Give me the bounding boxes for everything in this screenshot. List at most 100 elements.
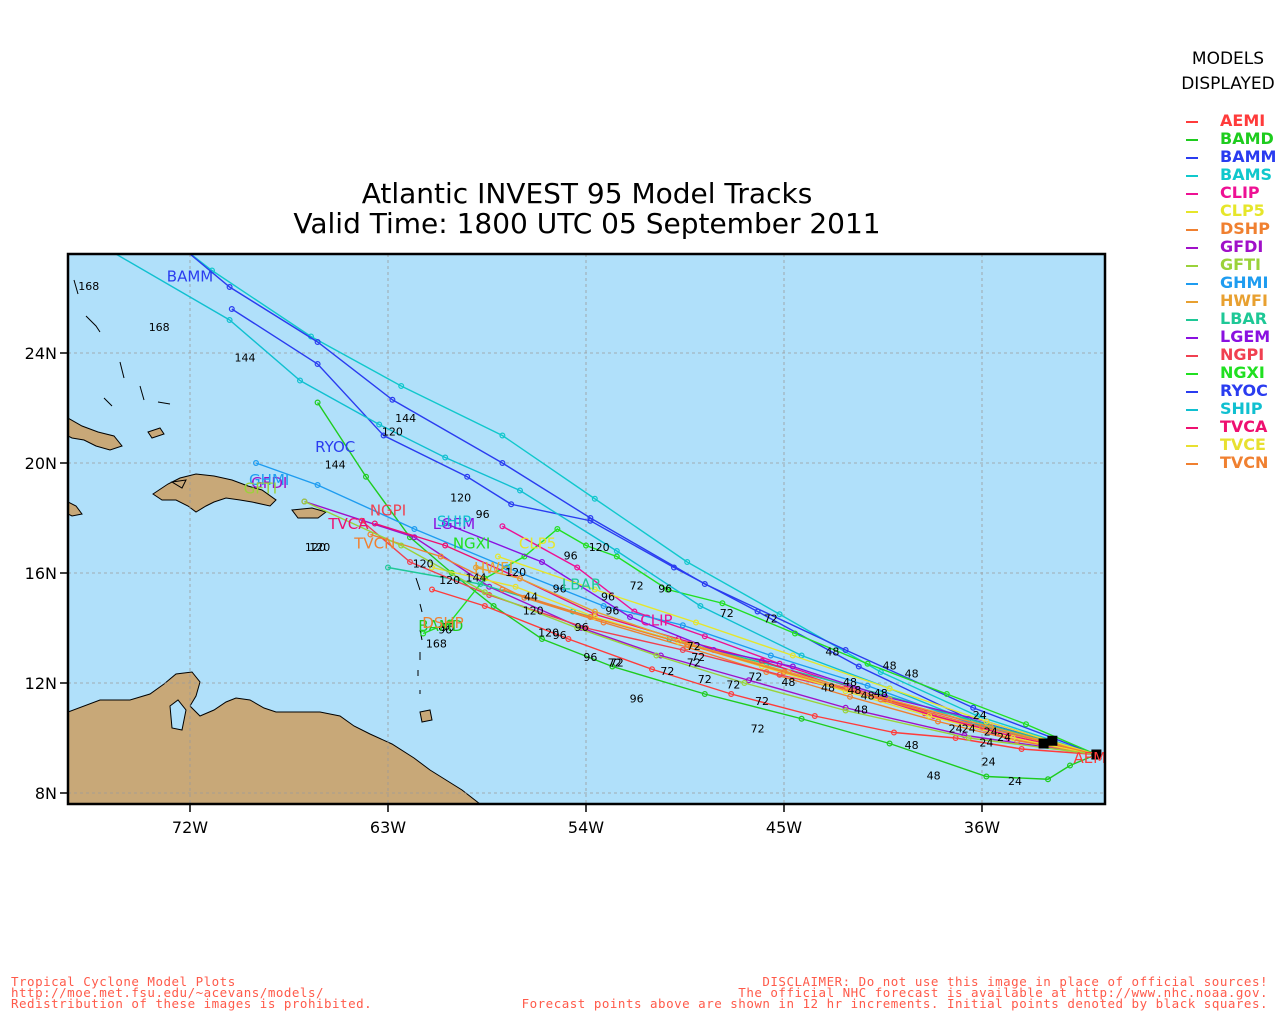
track-point-ship bbox=[516, 487, 523, 494]
footer-right-line-2: The official NHC forecast is available a… bbox=[738, 985, 1268, 1000]
y-tick-label: 16N bbox=[25, 564, 57, 583]
legend-item-ship: SHIP bbox=[1186, 400, 1263, 418]
track-point-ngpi bbox=[407, 558, 414, 565]
forecast-hour-label: 24 bbox=[1008, 775, 1022, 788]
track-point-aemi bbox=[890, 729, 897, 736]
legend-label: TVCA bbox=[1220, 417, 1268, 436]
footer-right: DISCLAIMER: Do not use this image in pla… bbox=[522, 975, 1268, 1010]
forecast-hour-label: 96 bbox=[553, 629, 567, 642]
maracaibo-lake bbox=[169, 699, 187, 731]
track-point-bamm bbox=[314, 339, 321, 346]
forecast-hour-label: 24 bbox=[982, 756, 996, 769]
track-point-ship bbox=[104, 246, 109, 251]
legend-label: GFDI bbox=[1220, 237, 1264, 256]
track-point-bamd bbox=[538, 635, 545, 642]
y-tick-label: 8N bbox=[35, 784, 57, 803]
model-tag-ghmi: GHMI bbox=[249, 471, 289, 489]
track-point-ryoc bbox=[228, 306, 235, 313]
track-point-ship bbox=[613, 547, 620, 554]
legend-item-bamd: BAMD bbox=[1186, 130, 1274, 148]
legend-label: HWFI bbox=[1220, 291, 1268, 310]
forecast-hour-label: 24 bbox=[973, 709, 987, 722]
forecast-hour-label: 48 bbox=[883, 659, 897, 672]
legend-item-aemi: AEMI bbox=[1186, 112, 1265, 130]
track-point-lgem bbox=[442, 520, 449, 527]
forecast-hour-label: 72 bbox=[687, 657, 701, 670]
model-tag-lgem: LGEM bbox=[433, 515, 475, 533]
track-point-bamm bbox=[226, 284, 233, 291]
legend-swatch bbox=[1186, 192, 1198, 195]
track-tvcn bbox=[370, 533, 1097, 756]
track-point-bamd bbox=[314, 399, 321, 406]
track-point-ngpi bbox=[358, 517, 365, 524]
track-point-bamm bbox=[842, 646, 849, 653]
track-point-tvca bbox=[442, 542, 449, 549]
track-point-bamd bbox=[983, 773, 990, 780]
forecast-hour-label: 72 bbox=[608, 657, 622, 670]
track-point-bams bbox=[398, 383, 405, 390]
forecast-hour-label: 48 bbox=[781, 676, 795, 689]
forecast-hour-label: 96 bbox=[605, 604, 619, 617]
axis-ticks: 72W 63W 54W 45W 36W 24N 20N 16N 12N 8N bbox=[25, 344, 1001, 837]
track-point-lgem bbox=[626, 613, 633, 620]
track-gfti bbox=[304, 500, 1097, 756]
forecast-hour-label: 72 bbox=[660, 665, 674, 678]
y-tick-label: 24N bbox=[25, 344, 57, 363]
track-point-ngxi bbox=[554, 525, 561, 532]
forecast-hour-label: 96 bbox=[564, 549, 578, 562]
cuba-landmass bbox=[68, 417, 123, 451]
track-point-ngxi bbox=[613, 553, 620, 560]
forecast-hour-label: 120 bbox=[505, 566, 526, 579]
track-point-clp5 bbox=[886, 685, 893, 692]
model-tag-dshp: DSHP bbox=[422, 614, 463, 632]
track-point-clp5 bbox=[983, 718, 990, 725]
track-point-ship bbox=[226, 317, 233, 324]
trinidad-landmass bbox=[419, 709, 433, 723]
y-tick-label: 20N bbox=[25, 454, 57, 473]
legend-heading-2: DISPLAYED bbox=[1181, 74, 1275, 94]
forecast-hour-label: 48 bbox=[874, 687, 888, 700]
forecast-hour-label: 144 bbox=[466, 571, 487, 584]
legend-swatch bbox=[1186, 228, 1198, 231]
y-tick-label: 12N bbox=[25, 674, 57, 693]
footer-left-line-2[interactable]: http://moe.met.fsu.edu/~acevans/models/ bbox=[11, 985, 324, 1000]
legend-item-ryoc: RYOC bbox=[1186, 382, 1268, 400]
track-point-ryoc bbox=[464, 473, 471, 480]
track-point-lbar bbox=[385, 564, 392, 571]
forecast-hour-label: 72 bbox=[698, 673, 712, 686]
forecast-hour-label: 48 bbox=[843, 676, 857, 689]
forecast-hour-label: 24 bbox=[997, 731, 1011, 744]
legend-label: NGPI bbox=[1220, 345, 1265, 364]
forecast-hour-label: 120 bbox=[450, 492, 471, 505]
track-point-ngpi bbox=[679, 646, 686, 653]
forecast-hour-label: 48 bbox=[905, 739, 919, 752]
model-tag-ship: SHIP bbox=[437, 512, 471, 530]
track-point-dshp bbox=[780, 668, 787, 675]
track-point-tvce bbox=[1009, 734, 1016, 741]
legend-label: RYOC bbox=[1220, 381, 1268, 400]
forecast-hour-label: 24 bbox=[962, 723, 976, 736]
track-point-gfti bbox=[653, 652, 660, 659]
track-point-clip bbox=[499, 523, 506, 530]
track-point-lbar bbox=[477, 580, 484, 587]
forecast-hour-label: 120 bbox=[382, 426, 403, 439]
model-tag-gfdi: GFDI bbox=[251, 474, 287, 492]
track-bams bbox=[189, 254, 1097, 756]
track-point-dshp bbox=[587, 613, 594, 620]
forecast-hour-label: 72 bbox=[720, 607, 734, 620]
track-point-ngxi bbox=[943, 690, 950, 697]
forecast-hour-label: 24 bbox=[979, 736, 993, 749]
track-point-ghmi bbox=[864, 682, 871, 689]
bahamas-islands bbox=[73, 279, 171, 407]
legend-label: GHMI bbox=[1220, 273, 1269, 292]
legend-item-tvca: TVCA bbox=[1186, 418, 1267, 436]
forecast-hour-label: 168 bbox=[426, 637, 447, 650]
legend-swatch bbox=[1186, 138, 1198, 141]
legend-swatch bbox=[1186, 354, 1198, 357]
legend-item-clp5: CLP5 bbox=[1186, 202, 1265, 220]
legend-label: LGEM bbox=[1220, 327, 1271, 346]
lat-lon-grid bbox=[68, 254, 1105, 804]
track-point-aemi bbox=[565, 635, 572, 642]
track-point-bamm bbox=[499, 460, 506, 467]
